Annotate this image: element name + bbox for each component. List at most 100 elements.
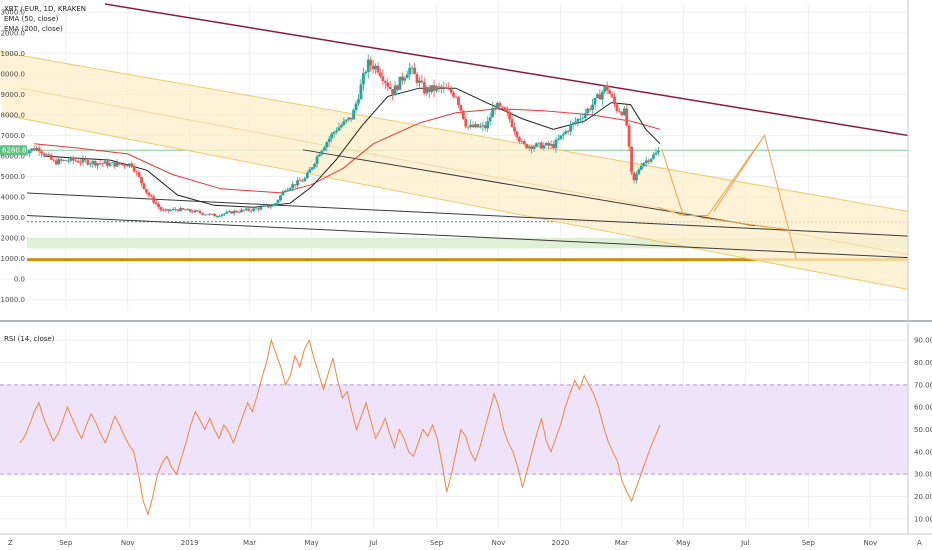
candle-body [466,126,470,128]
candle-body [639,166,643,170]
candle-body [205,214,209,216]
price-tick-label: 9000.0 [1,91,26,99]
candle-body [396,85,399,90]
time-tick-label: Jul [368,539,378,547]
candle-body [222,213,226,215]
candle-body [188,209,192,212]
candle-body [627,125,631,147]
candle-body [305,172,309,179]
price-tick-label: 10000.0 [0,70,25,78]
support-zone-green-top [27,238,908,241]
candle-body [96,163,100,166]
candle-body [264,205,268,207]
candle-body [527,146,531,149]
candle-body [435,86,438,91]
ema50-line [43,87,661,208]
rsi-tick-label: 50.00 [914,426,932,434]
candle-body [220,214,224,216]
rsi-tick-label: 80.00 [914,359,932,367]
candle-body [49,154,53,160]
candle-body [625,108,629,126]
candle-body [135,171,139,173]
candle-body [59,159,63,161]
candle-body [293,184,297,186]
candle-body [201,212,204,215]
channel-mid-line [19,87,909,256]
candle-body [71,157,75,161]
candle-body [142,183,146,190]
candle-body [522,140,526,144]
candle-body [93,161,97,166]
candle-body [598,94,602,100]
time-tick-label: Sep [59,539,73,547]
candle-body [488,117,492,122]
candle-body [617,111,621,113]
candle-body [508,111,512,120]
candle-body [240,209,243,213]
candle-body [183,209,187,211]
candle-body [586,108,590,114]
candle-body [303,178,307,182]
candle-body [349,117,353,120]
projection-layer [657,134,797,259]
resistance-trendline [104,3,909,137]
candle-body [91,161,95,164]
price-tick-label: -1000.0 [0,296,25,304]
candle-body [157,204,160,208]
candle-body [354,103,358,111]
rsi-tick-label: 30.00 [914,471,932,479]
candle-body [327,138,331,143]
candle-body [276,200,280,204]
time-tick-label: Mar [243,539,256,547]
rsi-band-fill [0,384,908,475]
legend-rsi: RSI (14, close) [4,335,55,343]
candle-body [554,139,558,149]
price-tick-label: 8000.0 [1,111,26,119]
candle-body [420,80,424,83]
candle-body [147,192,151,196]
candle-body [444,87,448,89]
candle-body [637,169,641,175]
candle-body [218,215,221,217]
candle-body [120,164,124,166]
candle-body [596,94,599,98]
candle-body [369,59,373,66]
candle-body [337,127,341,131]
support-trendline-2019 [302,149,756,227]
candle-body [296,180,299,186]
auto-scale-corner-label[interactable]: A [917,539,922,547]
candle-body [357,99,360,104]
time-tick-label: Nov [863,539,877,547]
candle-body [571,122,575,125]
time-tick-label: Nov [492,539,506,547]
candle-body [566,131,570,132]
candle-body [415,74,419,84]
time-tick-label: Sep [430,539,444,547]
candle-body [403,77,407,81]
candle-body [422,82,426,94]
candle-body [144,189,148,193]
candle-body [515,131,519,138]
candle-body [164,209,168,211]
time-tick-label: May [304,539,318,547]
candle-body [103,161,107,164]
legend-symbol: XBT / EUR, 1D, KRAKEN [4,5,86,13]
candle-body [249,210,253,212]
candle-body [413,67,416,75]
candle-body [398,76,402,90]
price-tick-label: 11000.0 [0,50,25,58]
candle-body [557,138,560,140]
price-tick-label: 13000.0 [0,9,25,17]
last-price-badge [0,145,27,156]
candle-body [530,146,534,149]
timezone-corner-label[interactable]: Z [8,539,13,547]
drawings-layer [0,3,909,290]
candle-body [242,209,246,211]
candle-body [405,74,409,78]
candle-body [235,210,238,213]
candle-body [313,163,317,168]
candle-body [503,107,507,111]
candle-body [74,160,78,162]
time-tick-label: Nov [121,539,135,547]
